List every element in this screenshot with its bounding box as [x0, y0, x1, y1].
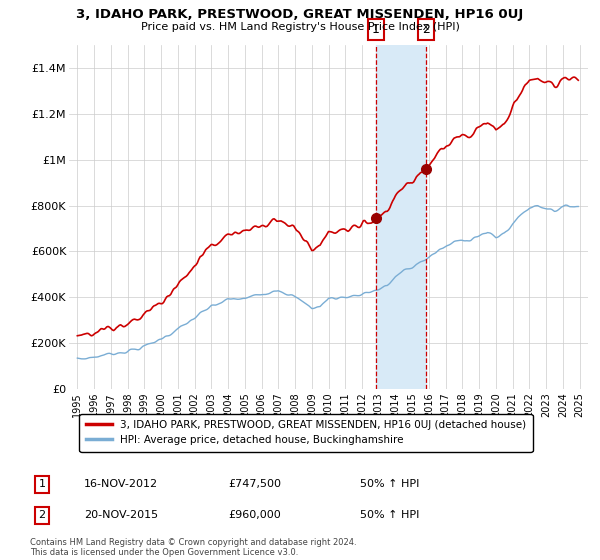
Text: 2: 2 [422, 23, 430, 36]
Text: £747,500: £747,500 [228, 479, 281, 489]
Text: Contains HM Land Registry data © Crown copyright and database right 2024.
This d: Contains HM Land Registry data © Crown c… [30, 538, 356, 557]
Text: 50% ↑ HPI: 50% ↑ HPI [360, 510, 419, 520]
Text: 16-NOV-2012: 16-NOV-2012 [84, 479, 158, 489]
Text: 3, IDAHO PARK, PRESTWOOD, GREAT MISSENDEN, HP16 0UJ: 3, IDAHO PARK, PRESTWOOD, GREAT MISSENDE… [76, 8, 524, 21]
Text: 1: 1 [38, 479, 46, 489]
Text: Price paid vs. HM Land Registry's House Price Index (HPI): Price paid vs. HM Land Registry's House … [140, 22, 460, 32]
Text: £960,000: £960,000 [228, 510, 281, 520]
Bar [376, 45, 426, 389]
Text: 2: 2 [38, 510, 46, 520]
Text: 20-NOV-2015: 20-NOV-2015 [84, 510, 158, 520]
Legend: 3, IDAHO PARK, PRESTWOOD, GREAT MISSENDEN, HP16 0UJ (detached house), HPI: Avera: 3, IDAHO PARK, PRESTWOOD, GREAT MISSENDE… [79, 413, 533, 452]
Text: 1: 1 [372, 23, 380, 36]
Text: 50% ↑ HPI: 50% ↑ HPI [360, 479, 419, 489]
